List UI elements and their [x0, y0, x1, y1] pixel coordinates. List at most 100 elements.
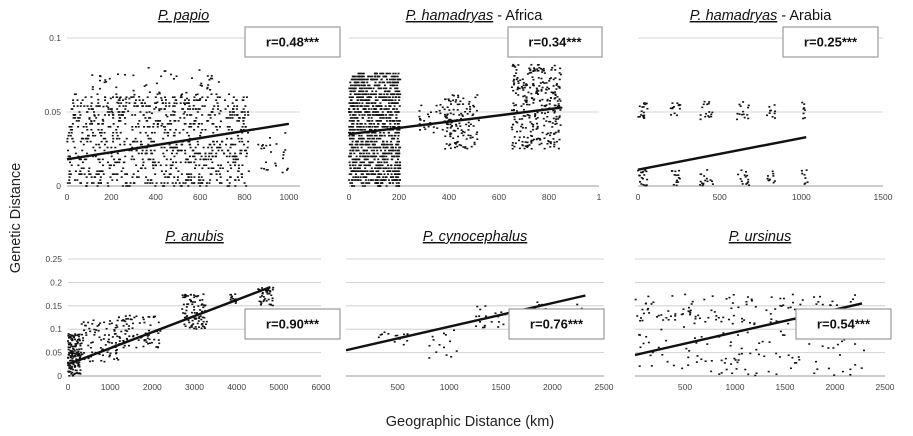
data-point [360, 87, 363, 90]
data-point [190, 325, 193, 327]
data-point [102, 164, 105, 167]
data-point [540, 67, 543, 70]
data-point [543, 137, 546, 140]
data-point [360, 140, 363, 143]
data-point [91, 351, 94, 354]
data-point [124, 98, 127, 100]
data-point [233, 164, 236, 167]
data-point [791, 356, 794, 359]
data-point [126, 338, 129, 341]
data-point [210, 146, 213, 149]
data-point [743, 319, 746, 321]
data-point [677, 181, 680, 183]
data-point [526, 146, 529, 148]
data-point [522, 103, 525, 105]
data-point [209, 77, 212, 80]
data-point [383, 173, 386, 175]
data-point [361, 128, 364, 131]
data-point [110, 164, 113, 167]
data-point [261, 145, 264, 147]
data-point [157, 332, 160, 335]
data-point [139, 111, 142, 113]
data-point [391, 96, 394, 98]
data-point [472, 113, 475, 116]
data-point [93, 328, 96, 331]
data-point [139, 167, 142, 170]
data-point [171, 96, 174, 98]
data-point [143, 321, 146, 324]
data-point [85, 123, 88, 125]
data-point [375, 90, 378, 93]
data-point [715, 318, 718, 321]
data-point [385, 72, 388, 75]
data-point [555, 83, 558, 85]
data-point [360, 90, 363, 93]
data-point [131, 126, 134, 128]
data-point [218, 126, 221, 128]
data-point [187, 102, 190, 104]
data-point [181, 93, 184, 96]
data-point [97, 158, 100, 161]
data-point [827, 347, 830, 349]
data-point [95, 173, 98, 175]
data-point [860, 367, 863, 369]
data-point [462, 97, 465, 100]
data-point [167, 176, 170, 178]
data-point [397, 182, 400, 184]
data-point [194, 326, 197, 328]
data-point [372, 78, 375, 81]
data-point [379, 146, 382, 149]
data-point [131, 114, 134, 116]
data-point [436, 127, 439, 129]
data-point [361, 96, 364, 98]
data-point [215, 170, 218, 172]
data-point [110, 110, 113, 113]
data-point [467, 125, 470, 127]
data-point [86, 140, 89, 143]
data-point [661, 353, 664, 356]
data-point [147, 66, 150, 69]
data-point [182, 113, 185, 115]
data-point [116, 326, 119, 328]
data-point [671, 295, 674, 297]
data-point [802, 112, 805, 115]
data-point [351, 185, 354, 187]
data-point [662, 319, 665, 321]
data-point [535, 128, 538, 130]
data-point [456, 103, 459, 106]
data-point [373, 123, 376, 125]
data-point [548, 103, 551, 105]
data-point [394, 152, 397, 155]
data-point [184, 152, 187, 155]
data-point [164, 128, 167, 131]
data-point [389, 105, 392, 107]
data-point [192, 104, 195, 107]
data-point [520, 85, 523, 88]
data-point [185, 309, 188, 312]
data-point [753, 322, 756, 325]
data-point [713, 311, 716, 313]
data-point [374, 182, 377, 184]
data-point [386, 111, 389, 113]
data-point [511, 123, 514, 126]
data-point [88, 117, 91, 119]
data-point [75, 348, 78, 351]
data-point [448, 118, 451, 121]
data-point [175, 143, 178, 146]
data-point [200, 85, 203, 87]
data-point [362, 176, 365, 178]
data-point [192, 323, 195, 325]
data-point [554, 94, 557, 96]
data-point [349, 182, 352, 184]
data-point [375, 72, 378, 75]
data-point [383, 158, 386, 161]
data-point [80, 173, 83, 175]
data-point [375, 114, 378, 116]
data-point [102, 173, 105, 175]
data-point [246, 146, 249, 149]
data-point [187, 176, 190, 178]
data-point [98, 79, 101, 82]
data-point [161, 185, 164, 187]
data-point [356, 143, 359, 146]
data-point [70, 128, 73, 131]
